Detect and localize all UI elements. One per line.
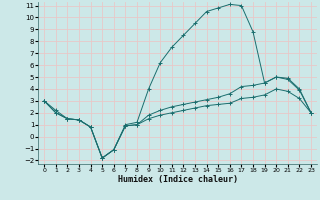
X-axis label: Humidex (Indice chaleur): Humidex (Indice chaleur) (118, 175, 238, 184)
